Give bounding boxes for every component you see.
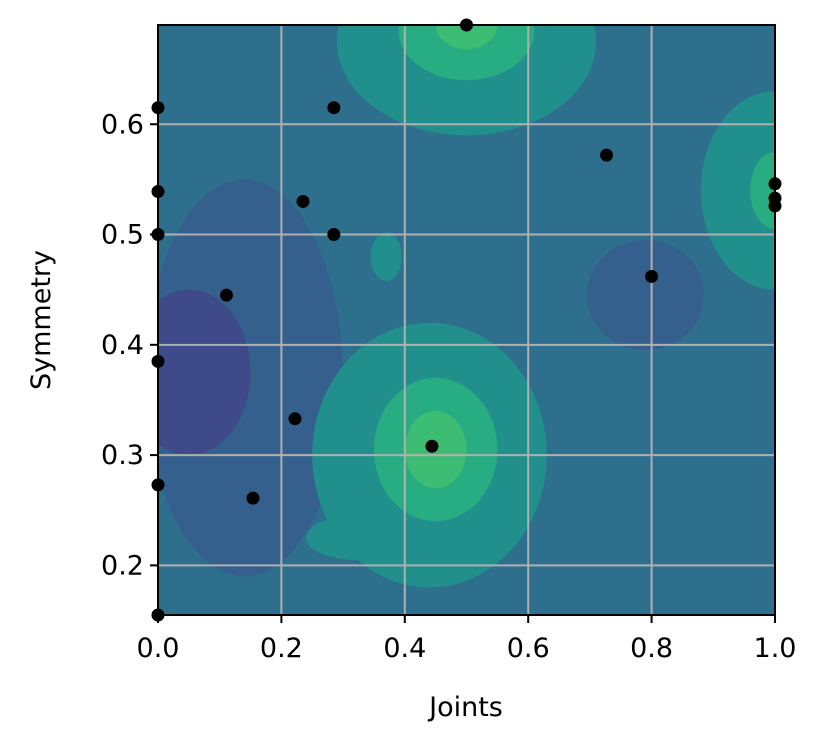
contour-region-2 [586,240,705,351]
data-point-15 [425,439,439,453]
plot-area [151,18,782,622]
y-tick-label-4: 0.6 [101,109,144,140]
data-point-14 [288,412,302,426]
contour-region-10 [700,91,775,290]
contour-region-0 [158,179,344,577]
plot-frame [157,24,776,616]
x-axis-ticks: 0.0 0.2 0.4 0.6 0.8 1.0 [137,615,797,664]
y-axis-label: Symmetry [26,250,57,390]
contour-region-1 [158,289,251,456]
data-point-2 [327,101,341,115]
contour-region-8 [398,25,535,81]
y-tick-label-1: 0.3 [101,440,144,471]
data-point-11 [645,269,659,283]
data-point-17 [246,491,260,505]
y-tick-label-2: 0.4 [101,330,144,361]
data-point-7 [327,228,341,242]
x-tick-label-0: 0.0 [137,633,180,664]
y-axis-ticks: 0.2 0.3 0.4 0.5 0.6 [101,109,158,581]
data-point-5 [296,194,310,208]
x-tick-label-2: 0.4 [383,633,426,664]
contour-region-9 [435,25,498,50]
contour-region-4 [306,515,405,560]
contour-region-11 [750,151,775,230]
data-point-3 [600,148,614,162]
y-tick-label-0: 0.2 [101,550,144,581]
y-tick-label-3: 0.5 [101,220,144,251]
x-tick-label-5: 1.0 [754,633,797,664]
scatter-points [151,18,782,622]
x-axis-label: Joints [427,692,503,723]
x-tick-label-4: 0.8 [630,633,673,664]
x-tick-label-1: 0.2 [260,633,303,664]
contour-region-12 [370,232,402,281]
data-point-12 [219,288,233,302]
x-tick-label-3: 0.6 [507,633,550,664]
